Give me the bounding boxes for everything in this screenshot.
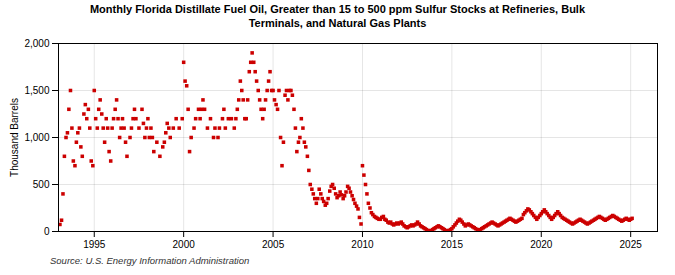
svg-text:Thousand Barrels: Thousand Barrels [9, 98, 20, 177]
svg-text:500: 500 [33, 178, 50, 189]
svg-text:2020: 2020 [530, 238, 553, 249]
html-text:Monthly Florida Distillate Fue: Monthly Florida Distillate Fuel Oil, Gre… [89, 3, 585, 29]
svg-text:2005: 2005 [262, 238, 285, 249]
svg-text:2,000: 2,000 [24, 37, 49, 48]
svg-text:1995: 1995 [83, 238, 106, 249]
svg-text:2010: 2010 [351, 238, 374, 249]
svg-text:2015: 2015 [441, 238, 464, 249]
svg-text:2025: 2025 [620, 238, 643, 249]
html-text:Source: U.S. Energy Informatio: Source: U.S. Energy Information Administ… [50, 254, 250, 266]
svg-text:0: 0 [44, 225, 50, 236]
svg-text:1,500: 1,500 [24, 84, 49, 95]
svg-text:2000: 2000 [173, 238, 196, 249]
svg-text:1,000: 1,000 [24, 131, 49, 142]
